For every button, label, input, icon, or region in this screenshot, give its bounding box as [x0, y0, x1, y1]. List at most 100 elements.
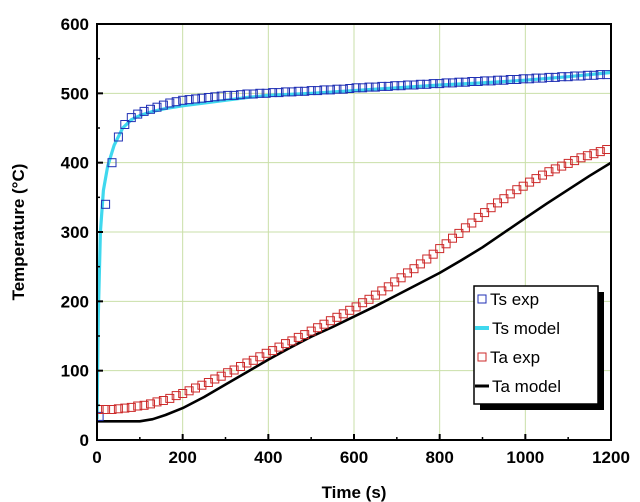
- legend-label-ts-model: Ts model: [492, 319, 560, 338]
- y-tick-label: 600: [61, 15, 89, 34]
- data-point-ta-exp: [499, 194, 509, 204]
- series-ta-model: [97, 161, 611, 423]
- data-point-ta-exp: [557, 161, 567, 171]
- legend-item-ta-exp: Ta exp: [477, 348, 540, 367]
- data-point-ts-exp: [383, 81, 393, 91]
- data-point-ta-exp: [435, 244, 445, 254]
- data-point-ts-exp: [493, 75, 502, 85]
- data-point-ts-exp: [563, 72, 573, 82]
- data-point-ts-exp: [248, 89, 258, 99]
- data-point-ts-exp: [351, 83, 361, 93]
- data-point-ts-exp: [460, 77, 470, 87]
- tick-labels: 0 200 400 600 800 1000 1200 0 100 200 300 400 500 600: [61, 15, 630, 467]
- series-ts-model: [97, 70, 611, 420]
- x-tick-label: 1000: [506, 448, 544, 467]
- data-point-ts-exp: [229, 90, 239, 100]
- data-point-ta-exp: [589, 149, 599, 159]
- data-point-ta-exp: [306, 326, 316, 336]
- data-point-ts-exp: [364, 82, 374, 92]
- data-point-ta-exp: [358, 298, 368, 308]
- data-point-ta-exp: [120, 403, 130, 413]
- data-point-ta-exp: [126, 402, 136, 412]
- data-point-ta-exp: [448, 233, 457, 243]
- data-point-ta-exp: [178, 389, 188, 398]
- data-point-ta-exp: [422, 254, 432, 264]
- y-axis-title: Temperature (°C): [9, 164, 28, 301]
- data-point-ta-exp: [595, 147, 605, 157]
- data-point-ts-exp: [203, 93, 213, 102]
- y-tick-label: 300: [61, 223, 89, 242]
- x-tick-label: 0: [92, 448, 101, 467]
- data-point-ts-exp: [133, 109, 143, 119]
- data-point-ts-exp: [261, 88, 271, 98]
- x-tick-label: 800: [425, 448, 453, 467]
- data-point-ts-exp: [152, 102, 162, 112]
- y-tick-label: 100: [61, 362, 89, 381]
- data-point-ts-exp: [480, 76, 490, 86]
- data-point-ta-exp: [152, 397, 162, 407]
- data-point-ts-exp: [300, 86, 310, 96]
- data-point-ta-exp: [486, 203, 496, 213]
- data-point-ta-exp: [171, 391, 181, 401]
- data-point-ts-exp: [538, 73, 547, 83]
- data-point-ta-exp: [409, 264, 419, 274]
- y-tick-label: 0: [80, 431, 89, 450]
- data-point-ts-exp: [242, 89, 252, 99]
- data-point-ts-exp: [287, 87, 297, 97]
- legend-label-ts-exp: Ts exp: [490, 290, 539, 309]
- x-tick-label: 400: [254, 448, 282, 467]
- legend-marker-ta-exp: [477, 352, 487, 362]
- data-point-ts-exp: [499, 75, 509, 85]
- series-layer: [97, 70, 611, 423]
- series-ta-exp: [97, 145, 611, 414]
- data-point-ta-exp: [415, 259, 425, 269]
- legend-item-ts-model: Ts model: [475, 319, 560, 338]
- data-point-ta-exp: [582, 151, 592, 161]
- data-point-ts-exp: [113, 132, 123, 142]
- data-point-ts-exp: [178, 95, 188, 105]
- data-point-ta-exp: [473, 212, 483, 222]
- data-point-ta-exp: [550, 164, 560, 174]
- x-tick-label: 200: [168, 448, 196, 467]
- data-point-ta-exp: [460, 223, 470, 233]
- data-point-ts-exp: [396, 81, 406, 91]
- data-point-ta-exp: [570, 156, 580, 166]
- data-point-ts-exp: [377, 81, 387, 91]
- data-point-ts-exp: [358, 83, 368, 93]
- data-point-ts-exp: [435, 79, 445, 89]
- data-point-ts-exp: [338, 84, 348, 94]
- data-point-ts-exp: [139, 106, 149, 116]
- legend-marker-ts-exp: [477, 294, 487, 304]
- data-point-ts-exp: [403, 80, 412, 90]
- data-point-ta-exp: [158, 396, 168, 405]
- data-point-ts-exp: [576, 71, 586, 81]
- data-point-ta-exp: [242, 358, 252, 368]
- data-point-ts-exp: [512, 75, 522, 84]
- series-line-ta-model: [97, 161, 611, 423]
- data-point-ta-exp: [538, 170, 547, 180]
- data-point-ts-exp: [171, 97, 181, 107]
- data-point-ts-exp: [210, 92, 220, 102]
- data-point-ta-exp: [107, 405, 117, 414]
- data-point-ts-exp: [570, 71, 580, 81]
- data-point-ts-exp: [319, 85, 329, 95]
- data-point-ts-exp: [473, 77, 483, 86]
- data-point-ts-exp: [197, 93, 207, 103]
- data-point-ts-exp: [184, 95, 194, 105]
- data-point-ts-exp: [274, 88, 284, 98]
- legend-label-ta-exp: Ta exp: [490, 348, 540, 367]
- data-point-ts-exp: [409, 80, 419, 90]
- data-point-ts-exp: [146, 104, 155, 114]
- series-line-ts-model: [97, 70, 611, 420]
- data-point-ts-exp: [454, 77, 464, 87]
- data-point-ts-exp: [281, 87, 290, 97]
- x-axis-title: Time (s): [322, 483, 387, 502]
- ticks: [96, 23, 612, 441]
- data-point-ts-exp: [216, 91, 226, 101]
- legend-item-ta-model: Ta model: [475, 377, 561, 396]
- data-point-ts-exp: [268, 88, 278, 98]
- data-point-ts-exp: [531, 73, 541, 83]
- data-point-ts-exp: [325, 85, 335, 95]
- data-point-ta-exp: [544, 167, 554, 177]
- data-point-ta-exp: [281, 339, 290, 349]
